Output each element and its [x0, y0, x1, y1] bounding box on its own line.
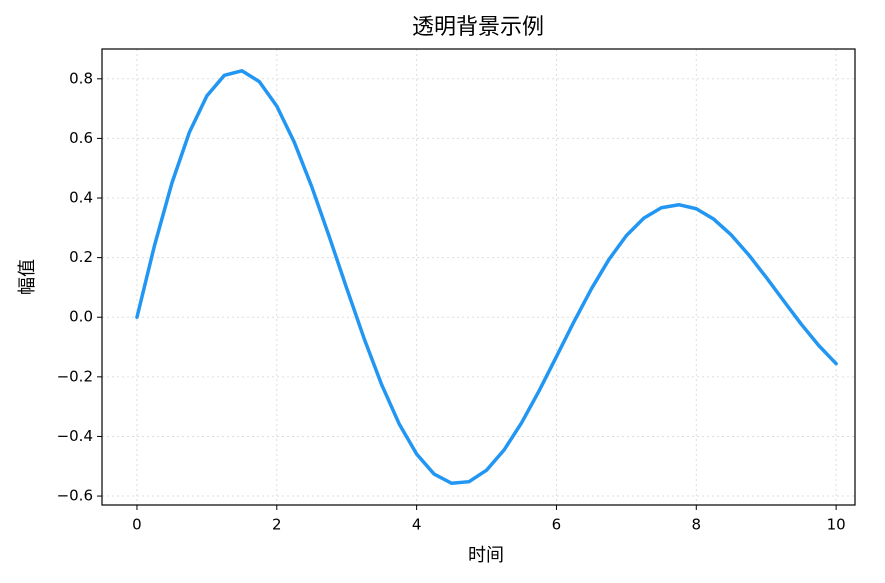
y-tick-label: 0.4 [69, 189, 93, 207]
y-tick-label: −0.6 [57, 487, 93, 505]
x-axis-label: 时间 [468, 545, 504, 566]
y-tick-label: −0.2 [57, 367, 93, 385]
chart-title: 透明背景示例 [412, 15, 544, 40]
y-tick-label: 0.6 [69, 129, 93, 147]
x-tick-label: 10 [827, 516, 846, 534]
y-tick-label: 0.8 [69, 69, 93, 87]
data-line [135, 69, 838, 485]
x-tick-label: 4 [412, 516, 422, 534]
y-tick-label: 0.2 [69, 248, 93, 266]
x-tick-label: 8 [692, 516, 702, 534]
y-axis-label: 幅值 [17, 259, 38, 295]
x-tick-label: 6 [552, 516, 562, 534]
x-tick-label: 0 [132, 516, 142, 534]
x-tick-label: 2 [272, 516, 282, 534]
y-tick-label: 0.0 [69, 308, 93, 326]
y-tick-label: −0.4 [57, 427, 93, 445]
plot-frame [101, 48, 856, 506]
